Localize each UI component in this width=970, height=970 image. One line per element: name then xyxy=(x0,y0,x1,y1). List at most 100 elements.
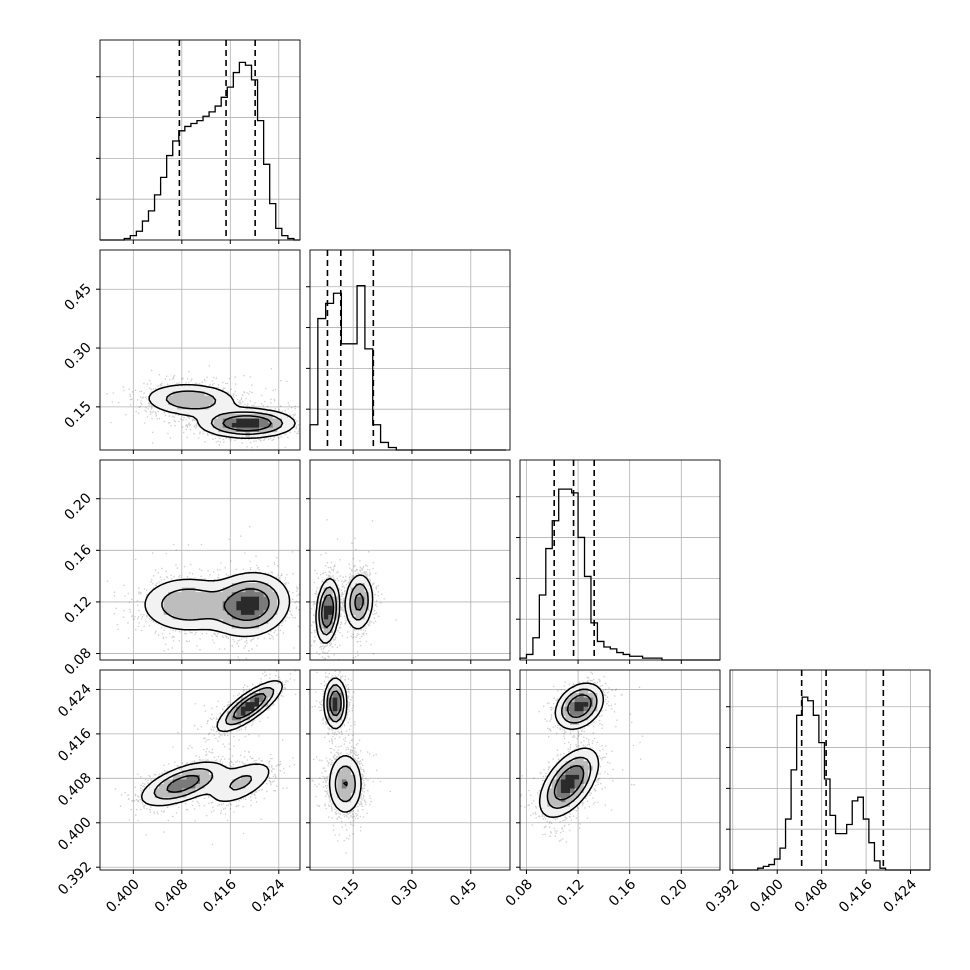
density-cell xyxy=(281,610,287,615)
density-cell xyxy=(245,605,251,611)
density-cell xyxy=(319,632,324,638)
density-cell xyxy=(556,779,562,784)
x-tick-label: 0.424 xyxy=(881,876,921,916)
density-cell xyxy=(254,422,260,428)
density-cell xyxy=(583,770,589,775)
density-cell xyxy=(213,614,219,620)
density-cell xyxy=(565,806,571,812)
density-cell xyxy=(250,422,255,428)
density-cell xyxy=(337,765,343,771)
ticks-1-1 xyxy=(352,450,472,454)
density-cell xyxy=(200,422,205,428)
density-cell xyxy=(583,683,589,689)
density-cell xyxy=(222,774,228,780)
density-cell xyxy=(323,637,329,643)
density-cell xyxy=(332,797,338,803)
density-cell xyxy=(579,751,584,757)
density-cell xyxy=(200,596,205,602)
density-cell xyxy=(172,596,178,602)
density-cell xyxy=(213,779,219,784)
density-cell xyxy=(218,418,224,424)
density-cell xyxy=(231,404,237,410)
density-cell xyxy=(565,765,571,771)
x-tick-label: 0.408 xyxy=(792,876,832,916)
density-cell xyxy=(281,587,287,593)
density-cell xyxy=(332,683,338,689)
contour-line xyxy=(321,592,364,629)
density-cell xyxy=(332,701,338,707)
density-cell xyxy=(172,792,178,798)
density-cell xyxy=(579,797,584,803)
density-cell xyxy=(177,619,183,624)
density-cell xyxy=(323,610,329,615)
density-cell xyxy=(272,591,278,597)
density-cell xyxy=(281,605,287,611)
density-cell xyxy=(240,623,246,629)
density-cell xyxy=(163,614,169,620)
density-cell xyxy=(588,706,594,712)
density-cell xyxy=(574,770,580,775)
density-cell xyxy=(319,623,324,629)
density-cell xyxy=(250,774,255,780)
panel-frame xyxy=(99,459,301,661)
density-cell xyxy=(583,765,589,771)
density-cell xyxy=(259,628,264,634)
density-cell xyxy=(204,623,210,629)
density-cell xyxy=(227,591,233,597)
density-cell xyxy=(337,770,343,775)
density-cell xyxy=(281,413,287,419)
density-cell xyxy=(346,783,352,789)
density-cell xyxy=(218,422,224,428)
density-cell xyxy=(574,792,580,798)
density-cell xyxy=(360,623,365,629)
density-cell xyxy=(360,605,365,611)
density-cell xyxy=(332,582,338,588)
density-cell xyxy=(172,600,178,606)
density-cell xyxy=(168,797,174,803)
density-cell xyxy=(565,697,571,703)
density-cell xyxy=(332,710,338,716)
density-cell xyxy=(186,770,192,775)
density-cell xyxy=(222,628,228,634)
density-cell xyxy=(236,697,242,703)
density-cell xyxy=(332,679,338,684)
density-cell xyxy=(236,710,242,716)
density-cell xyxy=(168,404,174,410)
density-cell xyxy=(346,605,352,611)
density-cell xyxy=(551,810,557,816)
y-tick-label: 0.392 xyxy=(55,859,95,899)
density-cell xyxy=(272,692,278,698)
density-cell xyxy=(268,578,274,584)
density-cell xyxy=(263,683,269,689)
density-cell xyxy=(222,596,228,602)
density-cell xyxy=(218,797,224,803)
density-cell xyxy=(172,404,178,410)
density-cell xyxy=(346,596,352,602)
density-cell xyxy=(195,386,201,392)
density-cell xyxy=(190,404,196,410)
density-cell xyxy=(565,792,571,798)
density-cell xyxy=(263,600,269,606)
density-cell xyxy=(556,765,562,771)
density-cell xyxy=(195,614,201,620)
density-cell xyxy=(168,788,174,794)
density-cell xyxy=(222,582,228,588)
density-cell xyxy=(259,619,264,624)
density-cell xyxy=(154,390,160,396)
density-cell xyxy=(350,610,356,615)
density-cell xyxy=(250,573,255,579)
density-cell xyxy=(263,578,269,584)
density-cell xyxy=(204,582,210,588)
density-cell xyxy=(350,779,356,784)
density-cell xyxy=(560,765,566,771)
density-cell xyxy=(574,710,580,716)
density-cell xyxy=(542,801,548,807)
density-cell xyxy=(236,600,242,606)
density-cell xyxy=(218,413,224,419)
panel-background xyxy=(520,460,720,660)
panel-frame xyxy=(729,669,931,871)
density-cell xyxy=(172,409,178,414)
density-cell xyxy=(186,578,192,584)
density-cell xyxy=(163,605,169,611)
